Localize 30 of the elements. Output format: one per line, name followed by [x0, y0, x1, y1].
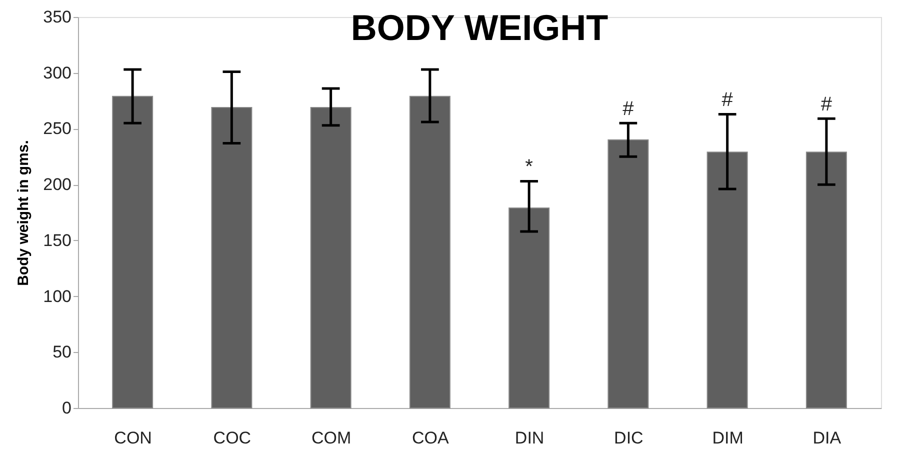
x-tick-label: DIA — [812, 428, 842, 448]
annotation: # — [722, 89, 734, 112]
y-tick-label: 100 — [43, 286, 72, 306]
y-tick-label: 200 — [43, 175, 72, 194]
annotation: # — [622, 98, 635, 120]
annotation: # — [820, 94, 833, 116]
x-tick-label: COM — [311, 428, 352, 448]
annotation: * — [525, 156, 534, 178]
bar — [806, 152, 847, 408]
x-tick-label: DIC — [614, 428, 644, 448]
y-tick-label: 350 — [43, 8, 72, 26]
bar — [112, 96, 154, 408]
bar — [706, 152, 748, 408]
bar — [608, 139, 649, 408]
x-tick-label: DIN — [514, 428, 544, 448]
x-tick-label: COA — [412, 428, 450, 448]
bar — [508, 208, 550, 408]
bar — [310, 106, 352, 408]
x-tick-label: CON — [114, 428, 152, 448]
y-axis-title: Body weight in gms. — [15, 140, 32, 286]
x-tick-label: COC — [213, 428, 252, 448]
chart-title: BODY WEIGHT — [350, 7, 608, 48]
bar — [409, 96, 450, 408]
x-tick-label: DIM — [712, 428, 744, 448]
y-tick-label: 50 — [52, 342, 72, 362]
y-tick-label: 300 — [43, 63, 72, 82]
bar — [211, 106, 252, 408]
y-tick-label: 0 — [62, 398, 72, 418]
y-tick-label: 150 — [43, 230, 72, 250]
y-tick-label: 250 — [43, 119, 72, 138]
